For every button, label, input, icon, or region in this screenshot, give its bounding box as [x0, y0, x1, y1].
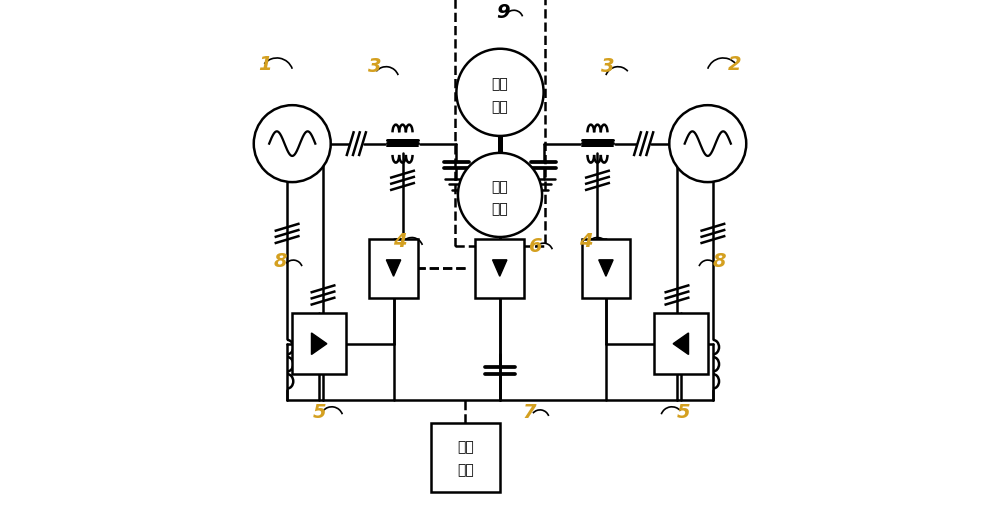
- Bar: [475, 239, 524, 298]
- Text: 4: 4: [393, 231, 407, 251]
- Polygon shape: [386, 260, 401, 276]
- Bar: [654, 313, 708, 374]
- Bar: [369, 239, 418, 298]
- Polygon shape: [311, 333, 327, 354]
- Text: 双馈: 双馈: [492, 77, 508, 92]
- Text: 电路: 电路: [457, 464, 474, 478]
- Text: 2: 2: [728, 54, 742, 74]
- Polygon shape: [673, 333, 689, 354]
- Text: 直流: 直流: [492, 180, 508, 194]
- Text: 7: 7: [523, 403, 537, 423]
- Text: 1: 1: [258, 54, 272, 74]
- Text: 8: 8: [713, 252, 726, 271]
- Text: 电机: 电机: [492, 202, 508, 216]
- Text: 电机: 电机: [492, 100, 508, 114]
- Bar: [431, 423, 500, 492]
- Circle shape: [456, 49, 544, 136]
- Circle shape: [669, 105, 746, 182]
- Bar: [292, 313, 346, 374]
- Text: 5: 5: [313, 403, 326, 423]
- Text: 4: 4: [579, 231, 593, 251]
- Text: 6: 6: [528, 236, 542, 256]
- Text: 8: 8: [274, 252, 287, 271]
- Polygon shape: [599, 260, 613, 276]
- Text: 5: 5: [677, 403, 690, 423]
- Text: 9: 9: [496, 3, 509, 23]
- Text: 控制: 控制: [457, 441, 474, 455]
- Bar: [582, 239, 630, 298]
- Text: 3: 3: [368, 57, 381, 76]
- Bar: [455, 0, 545, 246]
- Text: 3: 3: [601, 57, 615, 76]
- Polygon shape: [493, 260, 507, 276]
- Circle shape: [458, 153, 542, 237]
- Circle shape: [254, 105, 331, 182]
